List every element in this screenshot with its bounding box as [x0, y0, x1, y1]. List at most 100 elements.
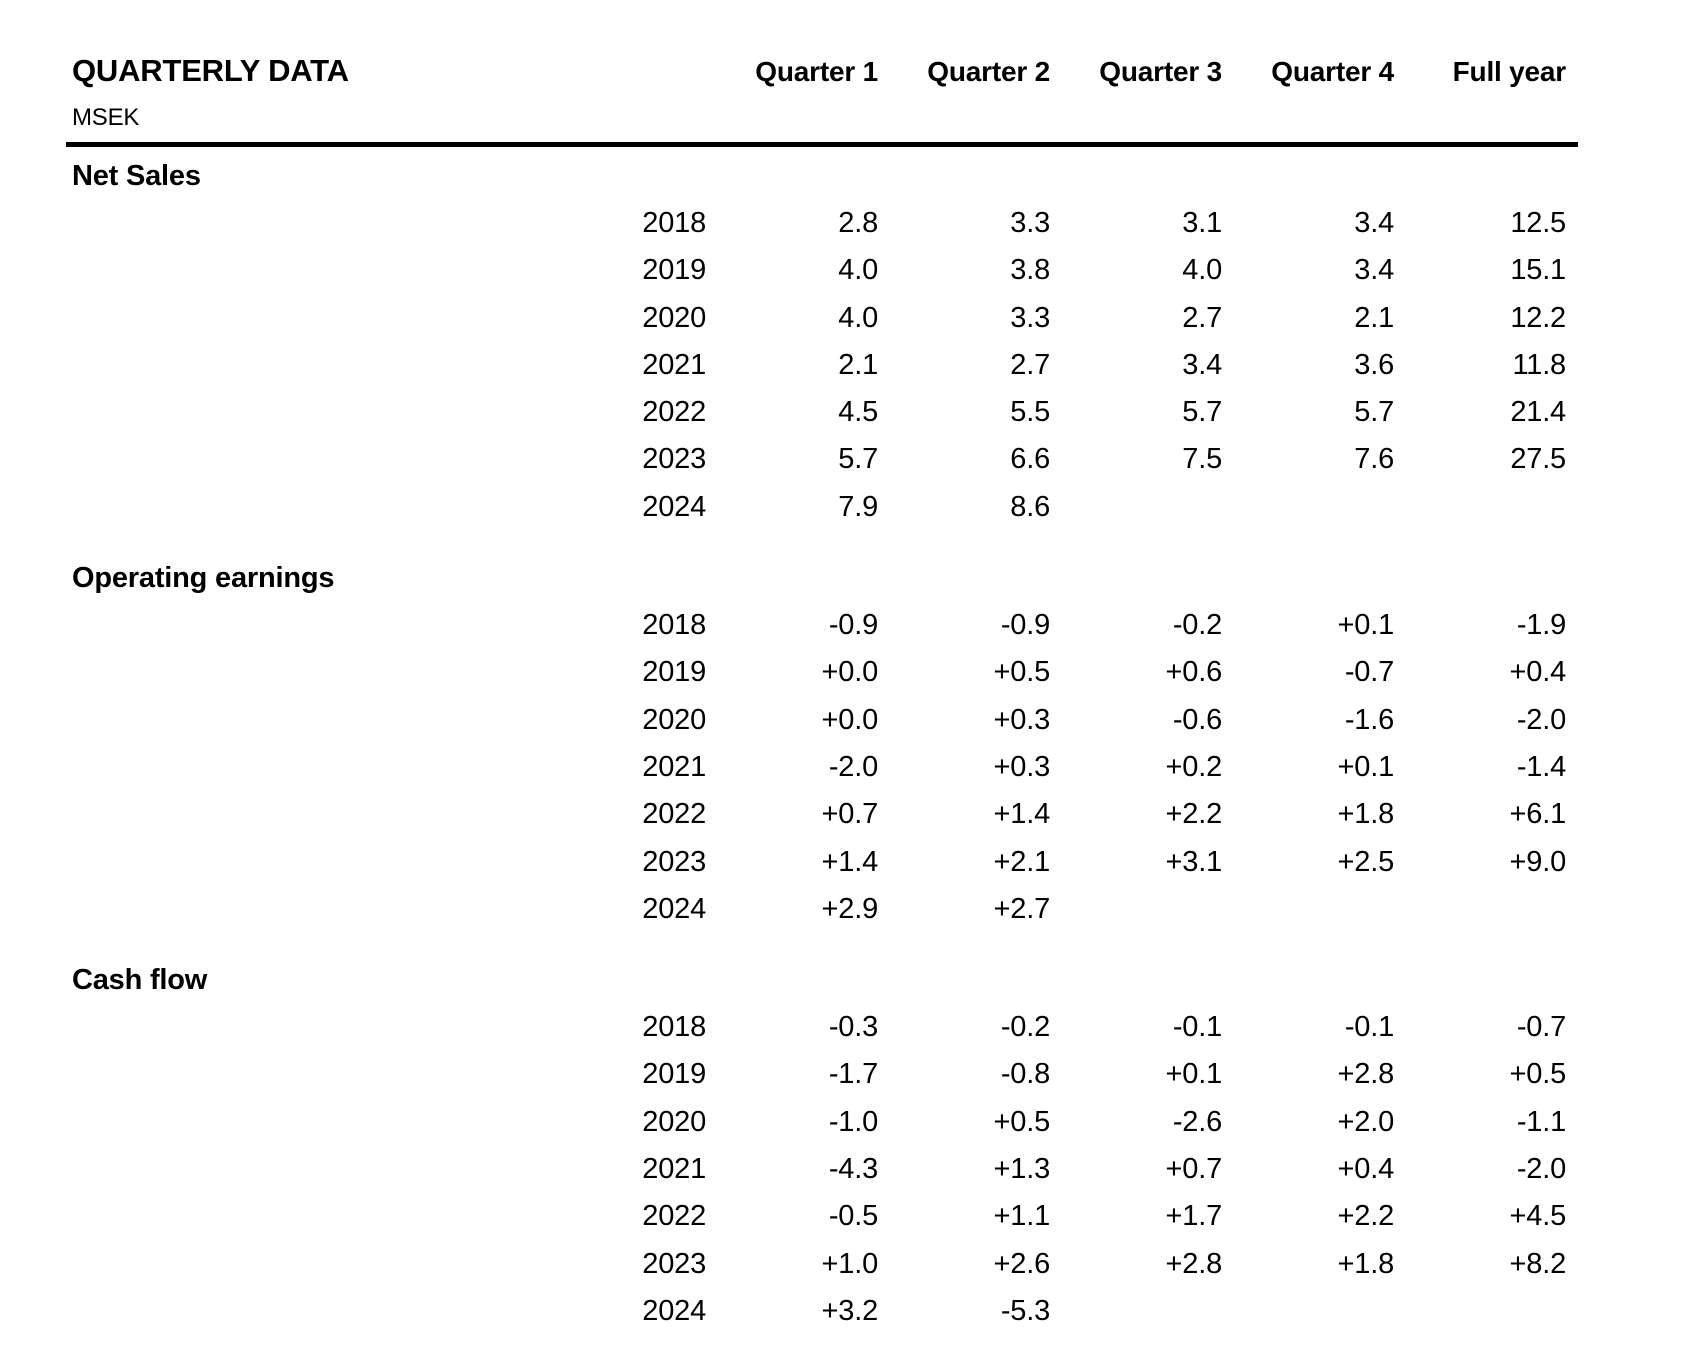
value-cell: 15.1: [1510, 254, 1566, 287]
value-cell: 7.5: [1182, 443, 1222, 476]
value-cell: +2.2: [1337, 1200, 1395, 1233]
year-cell: 2019: [642, 656, 706, 689]
table-row: 2019 4.0 3.8 4.0 3.4 15.1: [72, 247, 1578, 294]
table-row: 2022 +0.7 +1.4 +2.2 +1.8 +6.1: [72, 791, 1578, 838]
value-cell: +1.4: [993, 798, 1051, 831]
value-cell: 11.8: [1512, 348, 1567, 381]
value-cell: +0.4: [1509, 656, 1567, 689]
table-row: 2024 +3.2 -5.3: [72, 1288, 1578, 1335]
value-cell: 12.2: [1510, 301, 1566, 334]
section-title: Operating earnings: [72, 562, 335, 595]
table-row: 2023 5.7 6.6 7.5 7.6 27.5: [72, 436, 1578, 483]
table-row: 2019 +0.0 +0.5 +0.6 -0.7 +0.4: [72, 649, 1578, 696]
value-cell: +2.8: [1337, 1058, 1395, 1091]
value-cell: 4.5: [838, 396, 878, 429]
section-title: Cash flow: [72, 964, 208, 997]
year-cell: 2021: [642, 1153, 706, 1186]
value-cell: +3.2: [821, 1294, 879, 1327]
value-cell: +0.0: [821, 703, 879, 736]
value-cell: -0.1: [1344, 1011, 1394, 1044]
year-cell: 2022: [642, 1200, 706, 1233]
value-cell: [1406, 1288, 1578, 1335]
value-cell: -1.0: [828, 1105, 878, 1138]
value-cell: [1062, 484, 1234, 531]
value-cell: 3.4: [1182, 348, 1222, 381]
value-cell: 5.7: [1354, 396, 1394, 429]
table-row: 2021 -4.3 +1.3 +0.7 +0.4 -2.0: [72, 1146, 1578, 1193]
value-cell: -5.3: [1000, 1294, 1050, 1327]
value-cell: 5.5: [1010, 396, 1050, 429]
value-cell: [1234, 484, 1406, 531]
table-row: 2019 -1.7 -0.8 +0.1 +2.8 +0.5: [72, 1051, 1578, 1098]
value-cell: -0.5: [828, 1200, 878, 1233]
value-cell: 7.6: [1354, 443, 1394, 476]
value-cell: +2.7: [993, 892, 1051, 925]
year-cell: 2021: [642, 750, 706, 783]
page-title: QUARTERLY DATA: [72, 53, 349, 88]
column-header-quarter-2: Quarter 2: [927, 56, 1050, 87]
value-cell: -0.1: [1172, 1011, 1222, 1044]
year-cell: 2024: [642, 892, 706, 925]
section-operating-earnings: Operating earnings 2018 -0.9 -0.9 -0.2 +0.1 -1…: [72, 555, 1578, 933]
year-cell: 2023: [642, 845, 706, 878]
value-cell: +0.3: [993, 750, 1051, 783]
header-rule: [66, 142, 1578, 147]
value-cell: 4.0: [1182, 254, 1222, 287]
year-cell: 2023: [642, 443, 706, 476]
section-title: Net Sales: [72, 160, 201, 192]
value-cell: 3.6: [1354, 348, 1394, 381]
value-cell: -2.6: [1172, 1105, 1222, 1138]
value-cell: 21.4: [1510, 396, 1566, 429]
value-cell: 3.1: [1182, 207, 1222, 239]
value-cell: +1.8: [1337, 798, 1395, 831]
column-header-quarter-3: Quarter 3: [1099, 56, 1222, 87]
value-cell: 3.3: [1010, 207, 1050, 239]
table-row: 2024 +2.9 +2.7: [72, 886, 1578, 933]
value-cell: -4.3: [828, 1153, 878, 1186]
year-cell: 2023: [642, 1247, 706, 1280]
value-cell: +6.1: [1509, 798, 1567, 831]
value-cell: 4.0: [838, 254, 878, 287]
value-cell: +0.7: [821, 798, 879, 831]
value-cell: -0.6: [1172, 703, 1222, 736]
value-cell: +0.1: [1337, 750, 1395, 783]
value-cell: 2.8: [838, 207, 878, 239]
value-cell: +1.8: [1337, 1247, 1395, 1280]
table-row: 2020 -1.0 +0.5 -2.6 +2.0 -1.1: [72, 1099, 1578, 1146]
value-cell: 2.1: [1354, 301, 1394, 334]
value-cell: +0.7: [1165, 1153, 1223, 1186]
value-cell: -0.9: [1000, 609, 1050, 642]
year-cell: 2018: [642, 1011, 706, 1044]
value-cell: +0.1: [1165, 1058, 1223, 1091]
value-cell: [1406, 886, 1578, 933]
value-cell: +1.7: [1165, 1200, 1223, 1233]
value-cell: 3.8: [1010, 254, 1050, 287]
value-cell: +1.3: [993, 1153, 1051, 1186]
value-cell: -1.9: [1516, 609, 1566, 642]
year-cell: 2020: [642, 1105, 706, 1138]
value-cell: -0.2: [1000, 1011, 1050, 1044]
column-header-quarter-4: Quarter 4: [1271, 56, 1394, 87]
table-row: 2022 -0.5 +1.1 +1.7 +2.2 +4.5: [72, 1193, 1578, 1240]
table-row: 2022 4.5 5.5 5.7 5.7 21.4: [72, 389, 1578, 436]
value-cell: 4.0: [838, 301, 878, 334]
value-cell: +0.1: [1337, 609, 1395, 642]
value-cell: +3.1: [1165, 845, 1223, 878]
value-cell: -0.7: [1516, 1011, 1566, 1044]
table-body: Net Sales 2018 2.8 3.3 3.1 3.4 12.5 2019 4.0 3.8 4…: [72, 153, 1578, 1335]
value-cell: [1062, 886, 1234, 933]
column-header-full-year: Full year: [1452, 56, 1567, 87]
year-cell: 2019: [642, 254, 706, 287]
year-cell: 2022: [642, 798, 706, 831]
value-cell: +0.4: [1337, 1153, 1395, 1186]
value-cell: 5.7: [1182, 396, 1222, 429]
year-cell: 2020: [642, 301, 706, 334]
year-cell: 2018: [642, 207, 706, 239]
value-cell: +4.5: [1509, 1200, 1567, 1233]
unit-label: MSEK: [72, 104, 140, 131]
value-cell: +0.5: [993, 656, 1051, 689]
value-cell: +1.0: [821, 1247, 879, 1280]
table-row: 2018 -0.9 -0.9 -0.2 +0.1 -1.9: [72, 602, 1578, 649]
value-cell: 7.9: [838, 490, 878, 523]
value-cell: +9.0: [1509, 845, 1567, 878]
